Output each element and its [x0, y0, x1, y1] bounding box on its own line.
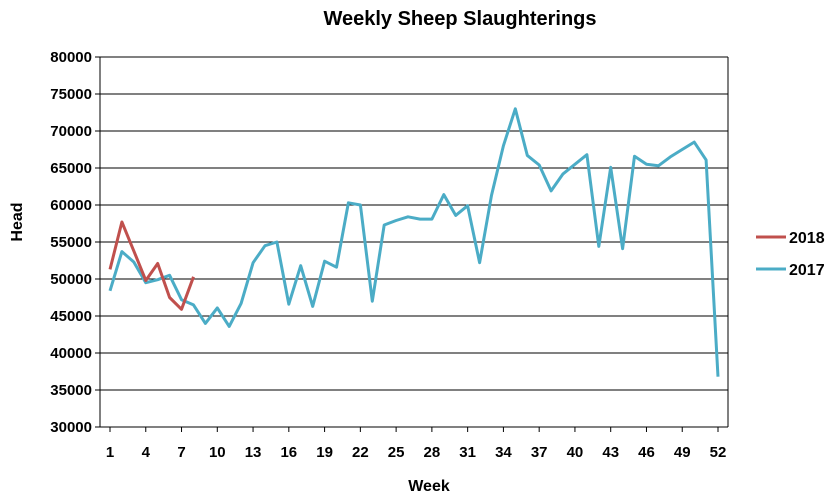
x-tick-label-4: 13 [245, 444, 262, 461]
x-tick-label-1: 4 [142, 444, 151, 461]
x-tick-label-12: 37 [531, 444, 548, 461]
y-tick-label-9: 75000 [50, 86, 92, 103]
x-tick-label-8: 25 [388, 444, 405, 461]
x-tick-label-13: 40 [567, 444, 584, 461]
series-line-2017 [108, 107, 720, 377]
x-axis-label: Week [408, 478, 450, 495]
y-tick-label-3: 45000 [50, 308, 92, 325]
legend-label-2017: 2017 [789, 262, 825, 279]
y-tick-label-8: 70000 [50, 123, 92, 140]
x-tick-label-2: 7 [177, 444, 185, 461]
series-line-2018 [108, 220, 195, 311]
legend-label-2018: 2018 [789, 230, 825, 247]
y-tick-label-10: 80000 [50, 49, 92, 66]
x-tick-label-10: 31 [459, 444, 476, 461]
x-tick-labels: 1 4 7 10 13 16 19 22 25 28 31 34 37 40 43 46 49 52 [106, 444, 727, 461]
chart-title: Weekly Sheep Slaughterings [323, 8, 596, 30]
y-tick-label-7: 65000 [50, 160, 92, 177]
x-tick-label-15: 46 [638, 444, 655, 461]
axes [99, 57, 729, 432]
y-tick-label-2: 40000 [50, 345, 92, 362]
x-tick-label-6: 19 [316, 444, 333, 461]
x-tick-label-16: 49 [674, 444, 691, 461]
x-tick-label-14: 43 [602, 444, 619, 461]
x-tick-label-9: 28 [424, 444, 441, 461]
x-tick-label-11: 34 [495, 444, 512, 461]
y-tick-label-6: 60000 [50, 197, 92, 214]
grid-lines [95, 56, 728, 428]
y-tick-label-1: 35000 [50, 382, 92, 399]
y-tick-labels: 30000 35000 40000 45000 50000 55000 60000 65000… [50, 49, 92, 436]
x-tick-label-0: 1 [106, 444, 114, 461]
x-tick-label-17: 52 [710, 444, 727, 461]
y-tick-label-0: 30000 [50, 419, 92, 436]
x-tick-label-5: 16 [280, 444, 297, 461]
y-axis-label: Head [9, 202, 26, 241]
y-tick-label-5: 55000 [50, 234, 92, 251]
series-lines [108, 107, 720, 377]
legend: 2018 2017 [756, 230, 825, 279]
x-tick-label-3: 10 [209, 444, 226, 461]
y-tick-label-4: 50000 [50, 271, 92, 288]
x-tick-label-7: 22 [352, 444, 369, 461]
